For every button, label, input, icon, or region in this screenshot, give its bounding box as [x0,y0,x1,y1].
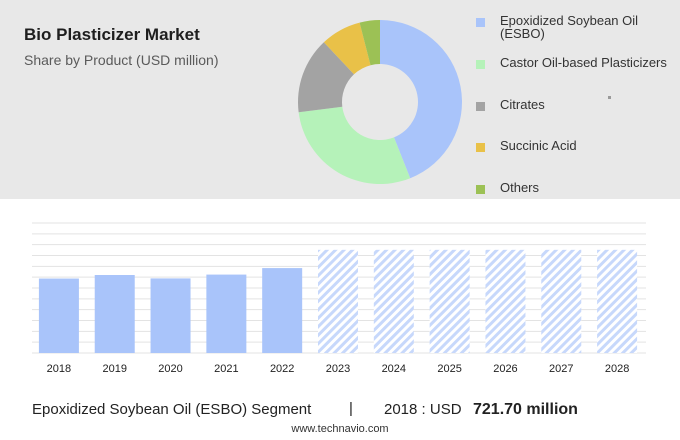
donut-slice-citrates [298,42,354,113]
legend-label-others: Others [500,180,540,195]
x-tick-label-2018: 2018 [47,363,71,375]
donut-slice-epoxidized-soybean-oil-esbo [380,20,462,179]
bar-2019 [94,275,135,353]
footer-value: 721.70 million [473,401,578,418]
x-tick-label-2024: 2024 [382,363,406,375]
forecast-bar-2023 [318,249,358,353]
forecast-bar-2027 [541,249,582,353]
footer-year: 2018 : USD [384,401,462,418]
forecast-bar-2025 [429,249,470,353]
forecast-bar-2028 [597,249,638,353]
donut-slice-succinic-acid [323,22,371,75]
donut-slice-castor-oil-based-plasticizers [298,106,411,184]
x-tick-label-2022: 2022 [270,363,294,375]
footer-segment: Epoxidized Soybean Oil (ESBO) Segment [32,401,312,418]
legend-label-citrates: Citrates [500,97,545,112]
bar-2020 [150,278,191,353]
x-tick-label-2021: 2021 [214,363,238,375]
bar-2021 [206,274,247,353]
decorative-dot [608,96,611,99]
forecast-bar-2026 [485,249,526,353]
bar-2022 [262,268,303,353]
chart-subtitle: Share by Product (USD million) [24,52,219,68]
donut-chart [298,20,462,184]
x-tick-label-2020: 2020 [158,363,182,375]
footer-separator: | [349,400,353,417]
x-tick-label-2025: 2025 [437,363,461,375]
legend-swatch-citrates [476,102,485,111]
bar-2018 [38,278,79,353]
chart-title: Bio Plasticizer Market [24,25,200,44]
bar-chart: 2018 2019 2020 2021 2022 2023 2024 2025 2026 2027… [32,222,646,375]
legend-label-esbo: Epoxidized Soybean Oil (ESBO) [500,13,639,41]
legend-swatch-castor [476,60,485,69]
x-tick-label-2027: 2027 [549,363,573,375]
legend-swatch-esbo [476,18,485,27]
legend-swatch-succinic [476,143,485,152]
x-tick-label-2019: 2019 [102,363,126,375]
forecast-bar-2024 [373,249,414,353]
x-tick-label-2026: 2026 [493,363,517,375]
x-tick-label-2023: 2023 [326,363,350,375]
x-tick-label-2028: 2028 [605,363,629,375]
legend-label-castor: Castor Oil-based Plasticizers [500,55,667,70]
legend-swatch-others [476,185,485,194]
source-url: www.technavio.com [291,423,389,435]
legend-label-succinic: Succinic Acid [500,138,577,153]
donut-slice-others [359,20,380,66]
